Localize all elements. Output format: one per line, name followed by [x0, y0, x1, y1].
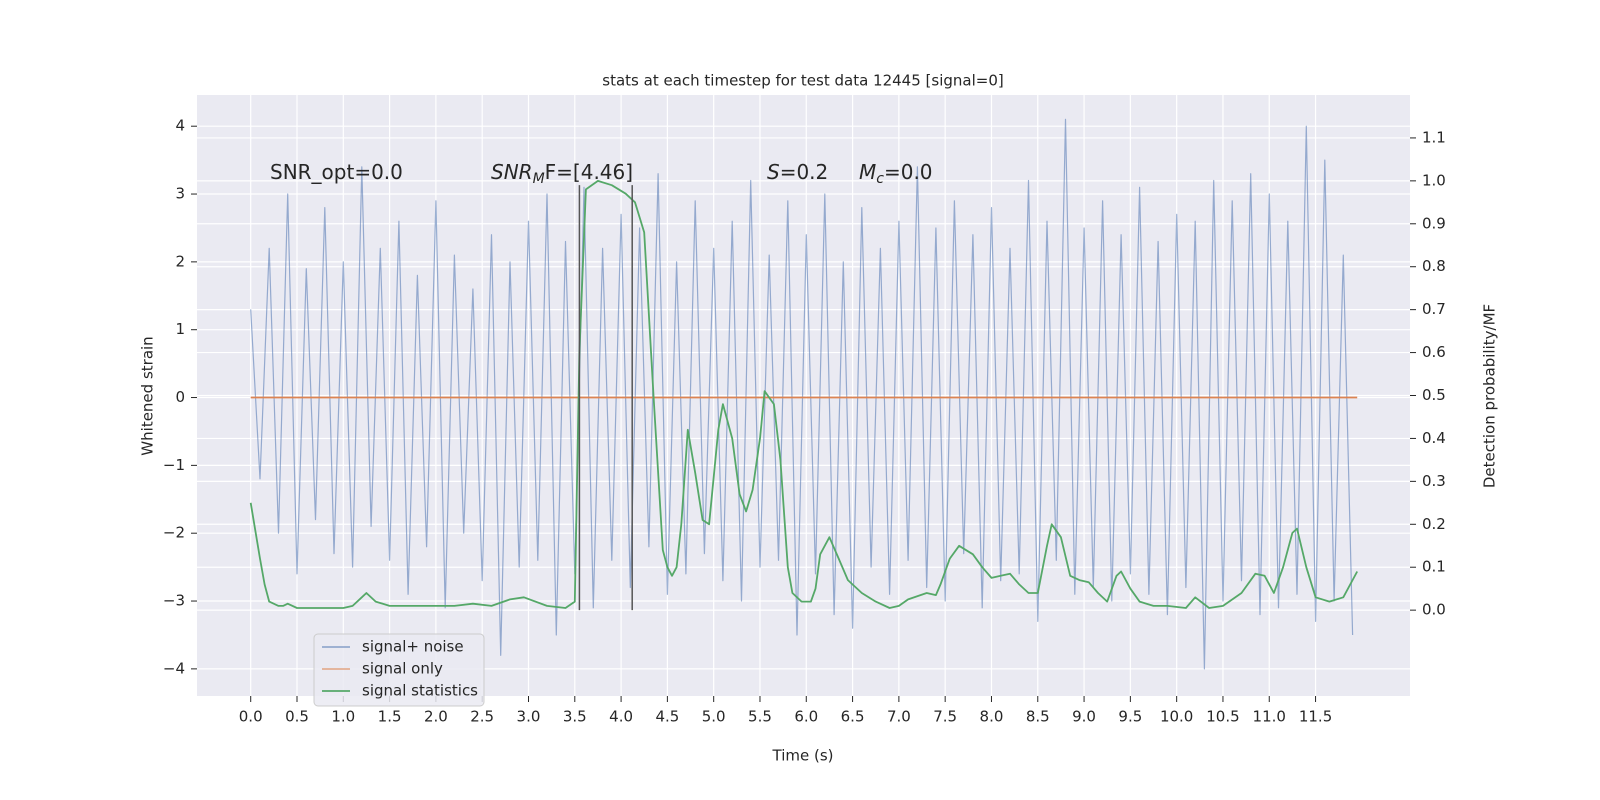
- x-tick-label: 6.0: [794, 708, 818, 726]
- x-tick-label: 0.0: [239, 708, 263, 726]
- annotation-part: SNR_opt=0.0: [270, 160, 403, 184]
- annotation: Mc=0.0: [859, 160, 933, 188]
- annotation-part: M: [859, 160, 876, 184]
- y-tick-label: −3: [163, 592, 185, 610]
- annotation-part: F=[4.46]: [545, 160, 633, 184]
- y2-tick-label: 1.0: [1422, 171, 1446, 189]
- legend-label: signal+ noise: [362, 638, 464, 656]
- legend-box: [313, 633, 485, 707]
- x-tick-label: 10.5: [1206, 708, 1239, 726]
- x-tick-label: 0.5: [285, 708, 309, 726]
- y2-tick-label: 0.1: [1422, 558, 1446, 576]
- annotation: S=0.2: [767, 160, 828, 184]
- x-tick-label: 5.5: [748, 708, 772, 726]
- y-tick-label: 4: [175, 117, 185, 135]
- y2-tick-label: 1.1: [1422, 128, 1446, 146]
- x-tick-label: 1.5: [378, 708, 402, 726]
- x-tick-label: 4.0: [609, 708, 633, 726]
- chart-title: stats at each timestep for test data 124…: [602, 72, 1003, 90]
- y2-tick-label: 0.3: [1422, 472, 1446, 490]
- series-line: [250, 118, 1354, 670]
- annotation-part: M: [533, 171, 545, 187]
- y2-tick-label: 0.9: [1422, 214, 1446, 232]
- annotation: SNRMF=[4.46]: [491, 160, 633, 188]
- x-tick-label: 2.5: [470, 708, 494, 726]
- legend-label: signal statistics: [362, 682, 478, 700]
- annotation-part: SNR: [491, 160, 533, 184]
- y-tick-label: 2: [175, 252, 185, 270]
- x-tick-label: 11.5: [1299, 708, 1332, 726]
- y-tick-label: 3: [175, 185, 185, 203]
- annotation-part: =0.0: [884, 160, 933, 184]
- annotation-part: c: [876, 171, 884, 187]
- x-tick-label: 10.0: [1160, 708, 1193, 726]
- annotation-part: S: [767, 160, 780, 184]
- legend: signal+ noise signal only signal statistic…: [313, 633, 485, 707]
- legend-label: signal only: [362, 660, 443, 678]
- y2-tick-label: 0.7: [1422, 300, 1446, 318]
- series-line: [249, 180, 1358, 609]
- x-tick-label: 8.5: [1026, 708, 1050, 726]
- y-tick-label: −2: [163, 524, 185, 542]
- x-tick-label: 6.5: [841, 708, 865, 726]
- y2-axis-label: Detection probability/MF: [1481, 304, 1499, 488]
- x-tick-label: 9.5: [1118, 708, 1142, 726]
- x-tick-label: 1.0: [331, 708, 355, 726]
- y-tick-label: 0: [175, 388, 185, 406]
- x-tick-label: 2.0: [424, 708, 448, 726]
- annotation-part: =0.2: [780, 160, 829, 184]
- y2-tick-label: 0.6: [1422, 343, 1446, 361]
- annotation: SNR_opt=0.0: [270, 160, 403, 184]
- x-axis-label: Time (s): [772, 747, 834, 765]
- x-tick-label: 7.0: [887, 708, 911, 726]
- x-tick-label: 7.5: [933, 708, 957, 726]
- y-tick-label: 1: [175, 320, 185, 338]
- x-tick-label: 3.0: [517, 708, 541, 726]
- x-tick-label: 8.0: [980, 708, 1004, 726]
- x-tick-label: 9.0: [1072, 708, 1096, 726]
- y-axis-label: Whitened strain: [139, 336, 157, 455]
- x-tick-label: 5.0: [702, 708, 726, 726]
- y2-tick-label: 0.0: [1422, 601, 1446, 619]
- y2-tick-label: 0.4: [1422, 429, 1446, 447]
- y-tick-label: −4: [163, 659, 185, 677]
- x-tick-label: 11.0: [1253, 708, 1286, 726]
- x-tick-label: 3.5: [563, 708, 587, 726]
- y2-tick-label: 0.2: [1422, 515, 1446, 533]
- x-tick-label: 4.5: [655, 708, 679, 726]
- y2-tick-label: 0.8: [1422, 257, 1446, 275]
- y2-tick-label: 0.5: [1422, 386, 1446, 404]
- y-tick-label: −1: [163, 456, 185, 474]
